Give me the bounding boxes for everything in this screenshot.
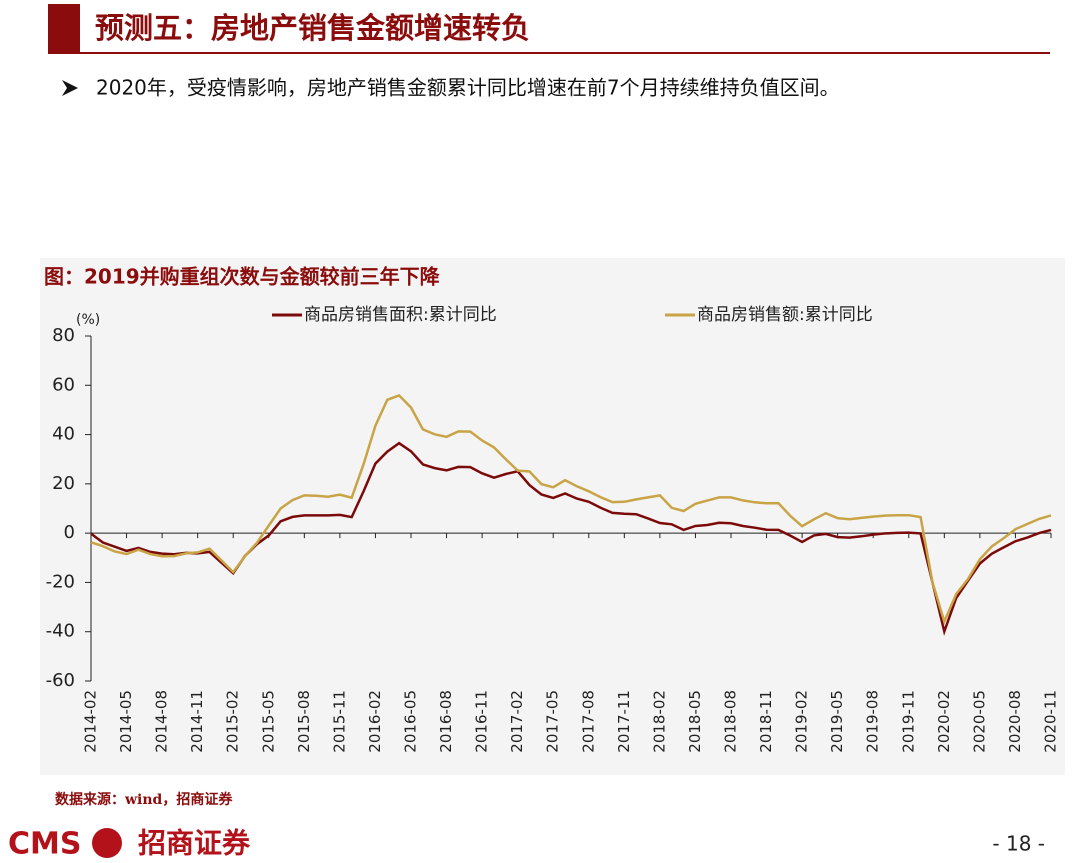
- x-tick-label: 2019-05: [828, 690, 846, 753]
- x-tick-label: 2018-11: [757, 690, 775, 753]
- legend-label: 商品房销售额:累计同比: [697, 305, 873, 325]
- x-tick-label: 2017-08: [579, 690, 597, 753]
- x-tick-label: 2014-02: [82, 690, 100, 753]
- x-tick-label: 2014-08: [153, 690, 171, 753]
- x-tick-label: 2015-08: [295, 690, 313, 753]
- x-tick-label: 2020-02: [935, 690, 953, 753]
- y-tick-label: -40: [46, 621, 75, 642]
- y-tick-label: -60: [46, 670, 75, 691]
- bullet-text: 2020年，受疫情影响，房地产销售金额累计同比增速在前7个月持续维持负值区间。: [96, 76, 840, 100]
- x-tick-label: 2016-02: [366, 690, 384, 753]
- y-tick-label: 80: [52, 325, 75, 346]
- y-tick-label: -20: [46, 571, 75, 592]
- x-tick-label: 2017-02: [508, 690, 526, 753]
- x-tick-label: 2016-11: [473, 690, 491, 753]
- x-tick-label: 2016-08: [437, 690, 455, 753]
- x-tick-label: 2017-05: [544, 690, 562, 753]
- x-tick-label: 2017-11: [615, 690, 633, 753]
- y-unit: (%): [76, 312, 100, 328]
- plot: -60 -40 -20 0 20 40 60 80 2014-02 2014-05 2014-08 2…: [46, 305, 1060, 753]
- x-tick-label: 2020-08: [1006, 690, 1024, 753]
- source: 数据来源：wind，招商证券: [55, 791, 233, 808]
- x-tick-label: 2019-11: [899, 690, 917, 753]
- title-marker: [48, 4, 80, 52]
- page-title: 预测五：房地产销售金额增速转负: [95, 11, 530, 45]
- x-tick-label: 2020-05: [970, 690, 988, 753]
- x-tick-label: 2019-02: [793, 690, 811, 753]
- y-tick-label: 20: [52, 473, 75, 494]
- x-tick-label: 2015-02: [224, 690, 242, 753]
- logo-icon: [92, 828, 122, 858]
- y-tick-label: 60: [52, 374, 75, 395]
- company: 招商证券: [138, 827, 251, 860]
- x-tick-label: 2018-08: [722, 690, 740, 753]
- logo: CMS: [8, 827, 81, 862]
- x-tick-label: 2014-05: [117, 690, 135, 753]
- bullet-icon: [62, 80, 78, 96]
- x-tick-label: 2018-05: [686, 690, 704, 753]
- chart-title: 图：2019并购重组次数与金额较前三年下降: [44, 265, 441, 289]
- x-tick-label: 2016-05: [402, 690, 420, 753]
- page-number: - 18 -: [992, 832, 1045, 856]
- x-tick-label: 2014-11: [188, 690, 206, 753]
- y-tick-label: 40: [52, 424, 75, 445]
- x-tick-label: 2019-08: [864, 690, 882, 753]
- series-line: [90, 393, 1052, 626]
- x-tick-label: 2020-11: [1042, 690, 1060, 753]
- x-tick-label: 2018-02: [650, 690, 668, 753]
- x-tick-label: 2015-05: [259, 690, 277, 753]
- x-tick-label: 2015-11: [330, 690, 348, 753]
- legend-label: 商品房销售面积:累计同比: [304, 305, 497, 325]
- y-tick-label: 0: [64, 522, 75, 543]
